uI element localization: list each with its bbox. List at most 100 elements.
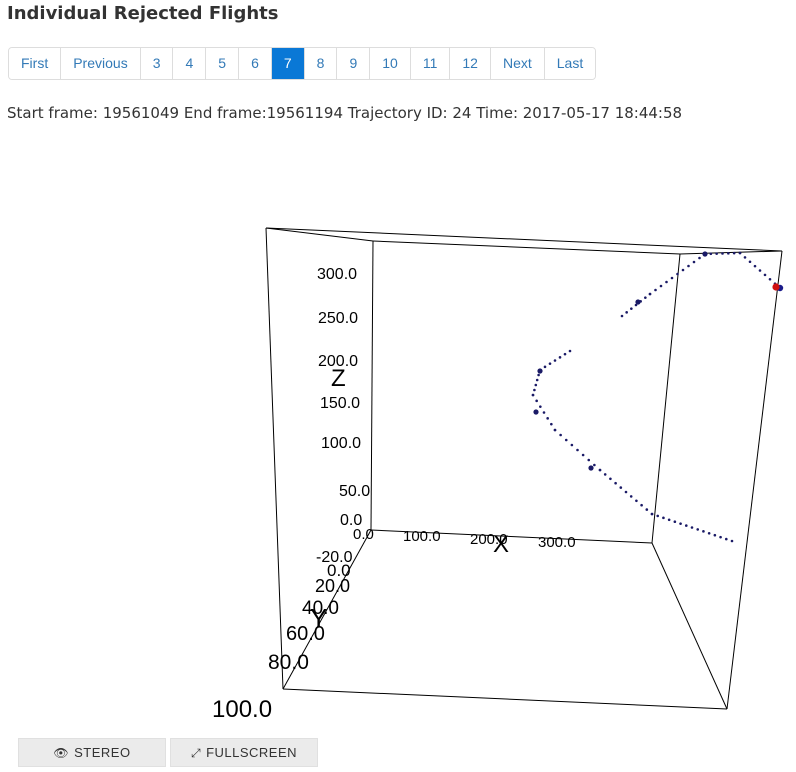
trajectory-point <box>758 269 762 272</box>
trajectory-point <box>743 256 747 259</box>
x-tick-label: 300.0 <box>538 534 576 551</box>
trajectory-point <box>690 526 694 529</box>
pagination-page-10[interactable]: 10 <box>369 48 410 79</box>
x-tick-label: 200.0 <box>470 531 508 548</box>
pagination-page-4[interactable]: 4 <box>172 48 206 79</box>
trajectory-point <box>727 252 730 255</box>
trajectory-point <box>593 463 596 467</box>
y-tick-label: 40.0 <box>302 598 339 619</box>
trajectory-point <box>535 399 538 403</box>
trajectory-point <box>732 251 736 255</box>
trajectory-marker <box>537 368 543 374</box>
trajectory-point <box>721 252 724 255</box>
box-edge <box>651 542 728 710</box>
z-tick-label: 300.0 <box>317 266 357 283</box>
box-edge <box>370 529 653 544</box>
trajectory-point <box>576 448 579 452</box>
trajectory-point <box>629 495 633 498</box>
box-edge <box>370 240 374 531</box>
y-tick-label: 80.0 <box>268 651 309 674</box>
trajectory-point <box>715 252 718 255</box>
trajectory-point <box>654 288 657 292</box>
fullscreen-button[interactable]: ⤢ FULLSCREEN <box>170 738 318 767</box>
trajectory-point <box>713 533 717 537</box>
pagination-page-11[interactable]: 11 <box>409 48 450 79</box>
trajectory-point <box>730 539 734 543</box>
pagination-first[interactable]: First <box>9 48 61 79</box>
trajectory-point <box>696 528 700 531</box>
trajectory-point <box>707 531 711 535</box>
pagination-page-8[interactable]: 8 <box>303 48 337 79</box>
trajectory-point <box>531 393 535 397</box>
pagination-page-3[interactable]: 3 <box>139 48 173 79</box>
trajectory-point <box>559 433 562 437</box>
z-tick-label: 150.0 <box>320 395 360 412</box>
box-edge <box>726 250 783 710</box>
trajectory-marker <box>588 465 594 471</box>
trajectory-point <box>692 260 696 264</box>
box-edge <box>265 227 374 242</box>
trajectory-point <box>550 422 553 426</box>
pagination-page-12[interactable]: 12 <box>449 48 490 79</box>
pagination-page-7[interactable]: 7 <box>270 48 304 79</box>
trajectory-marker <box>702 251 708 257</box>
stereo-button[interactable]: 👁 STEREO <box>18 738 166 767</box>
pagination-next[interactable]: Next <box>489 48 544 79</box>
trajectory-point <box>724 537 728 541</box>
z-tick-label: 0.0 <box>340 512 362 529</box>
trajectory-point <box>533 388 536 392</box>
z-axis-label: Z <box>331 365 346 392</box>
trajectory-point <box>644 296 647 299</box>
trajectory-point <box>738 251 742 255</box>
page-title: Individual Rejected Flights <box>7 3 279 24</box>
trajectory-point <box>553 428 557 432</box>
box-edge <box>372 240 681 255</box>
box-edge <box>282 529 372 690</box>
pagination-page-9[interactable]: 9 <box>336 48 370 79</box>
box-edge <box>679 250 783 255</box>
expand-icon: ⤢ <box>190 746 202 760</box>
trajectory-point <box>534 383 538 387</box>
trajectory-marker <box>635 299 641 305</box>
trajectory-point <box>630 307 633 310</box>
pagination-last[interactable]: Last <box>543 48 596 79</box>
trajectory-point <box>684 524 688 527</box>
y-tick-label: 60.0 <box>286 623 325 645</box>
trajectory-point <box>620 314 624 318</box>
trajectory-point <box>673 520 677 524</box>
x-tick-label: 0.0 <box>353 526 374 543</box>
box-edge <box>265 227 284 690</box>
bounding-box <box>265 227 783 710</box>
trajectory-point <box>619 486 623 489</box>
box-edge <box>651 253 681 544</box>
pagination-page-5[interactable]: 5 <box>205 48 239 79</box>
pagination-previous[interactable]: Previous <box>60 48 140 79</box>
trajectory-point <box>625 311 628 314</box>
trajectory-point <box>702 530 705 533</box>
z-tick-label: 100.0 <box>321 435 361 452</box>
y-tick-label: 20.0 <box>315 576 350 596</box>
trajectory-point <box>563 352 567 356</box>
pagination-page-6[interactable]: 6 <box>238 48 271 79</box>
trajectory-point <box>564 438 568 442</box>
trajectory-point <box>753 264 757 268</box>
pagination: First Previous 3 4 5 6 7 8 9 10 11 12 Next Last <box>8 47 597 80</box>
trajectory-point <box>650 512 654 516</box>
trajectory-point <box>648 292 652 296</box>
trajectory-point <box>679 522 682 525</box>
z-tick-label: 200.0 <box>318 353 358 370</box>
trajectory-point <box>656 514 660 518</box>
trajectory-point <box>542 411 546 414</box>
trajectory-point <box>634 303 638 307</box>
trajectory-point <box>598 468 602 472</box>
trajectory-point <box>667 518 671 522</box>
trajectory-point <box>581 453 585 457</box>
trajectory-point <box>614 481 617 485</box>
y-axis-label: Y <box>310 603 327 633</box>
x-tick-label: 100.0 <box>403 528 441 545</box>
y-tick-label: 0.0 <box>327 561 351 580</box>
z-tick-label: 50.0 <box>339 483 370 500</box>
trajectory-marker <box>533 409 539 415</box>
trajectory-point <box>624 490 628 494</box>
